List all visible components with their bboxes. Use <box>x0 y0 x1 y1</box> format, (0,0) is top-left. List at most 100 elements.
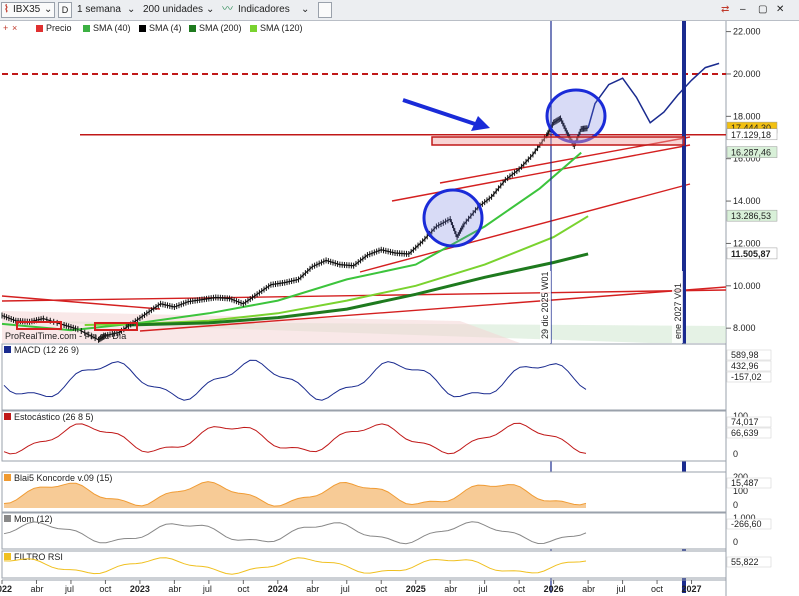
period-selector[interactable]: 1 semana <box>77 4 121 15</box>
legend-label-sma200: SMA (200) <box>199 23 242 33</box>
panel-rsi[interactable]: FILTRO RSI 55,822 <box>1 550 772 579</box>
panel-swatch <box>4 553 11 560</box>
more-options-button[interactable] <box>318 2 332 18</box>
panel-swatch <box>4 413 11 420</box>
y-tick-label: 14.000 <box>733 196 761 206</box>
panel-mom[interactable]: Mom (12) 1.000 0 -266,60 <box>1 512 772 550</box>
legend-swatch-sma200 <box>189 25 196 32</box>
x-tick-label: abr <box>444 584 457 594</box>
chevron-down-icon: ⌄ <box>206 4 215 15</box>
panel-value-box <box>726 477 772 489</box>
panel-swatch <box>4 474 11 481</box>
period-code-button[interactable]: D <box>58 2 72 18</box>
price-axis <box>726 21 799 596</box>
price-chart[interactable]: 22.000 20.000 18.000 16.000 14.000 12.000 10.0… <box>0 21 799 596</box>
panel-value-box <box>726 360 772 372</box>
y-tick-label: 22.000 <box>733 27 761 37</box>
panel-tick: 1.000 <box>733 513 756 523</box>
vline2-label: ene 2027 V01 <box>673 283 683 339</box>
resistance-zone <box>431 136 685 146</box>
legend-label-sma40: SMA (40) <box>93 23 131 33</box>
panel-tick: 0 <box>733 537 738 547</box>
panel-title-rsi: FILTRO RSI <box>14 552 63 562</box>
x-tick-label: oct <box>375 584 388 594</box>
arrow-head-icon <box>471 116 490 131</box>
units-selector[interactable]: 200 unidades <box>143 4 204 15</box>
legend-label-precio: Precio <box>46 23 72 33</box>
indicators-button[interactable]: Indicadores <box>238 4 290 15</box>
panel-value: 74,017 <box>731 417 759 427</box>
panel-line <box>3 521 587 545</box>
panel-line <box>3 557 587 575</box>
panel-tick: 200 <box>733 472 748 482</box>
x-tick-label: 2027 <box>682 584 702 594</box>
x-tick-label: oct <box>513 584 526 594</box>
price-label-box <box>726 128 778 141</box>
y-tick-label: 20.000 <box>733 69 761 79</box>
trend-line <box>391 144 691 202</box>
panel-swatch <box>4 346 11 353</box>
chevron-down-icon: ⌄ <box>301 4 310 15</box>
series-line-1 <box>1 151 582 332</box>
panel-value: -157,02 <box>731 372 762 382</box>
panel-tick: 0 <box>733 500 738 510</box>
panel-value-box <box>726 556 772 568</box>
panel-title-stoch: Estocástico (26 8 5) <box>14 412 94 422</box>
trend-line <box>359 183 691 273</box>
price-label-box <box>726 146 778 158</box>
y-tick-label: 12.000 <box>733 238 761 248</box>
legend-swatch-sma40 <box>83 25 90 32</box>
panel-swatch <box>4 515 11 522</box>
panel-line <box>3 422 587 455</box>
panel-koncorde[interactable]: Blai5 Koncorde v.09 (15) 200 100 0 15,487 <box>1 471 772 513</box>
koncorde-area <box>4 481 586 508</box>
sync-icon[interactable]: ⇄ <box>721 4 730 15</box>
panel-value-box <box>726 371 772 383</box>
x-tick-label: abr <box>582 584 595 594</box>
y-tick-label: 18.000 <box>733 111 761 121</box>
series-line-0 <box>1 117 589 341</box>
remove-icon[interactable]: × <box>12 23 18 33</box>
legend-swatch-precio <box>36 25 43 32</box>
panel-tick: 100 <box>733 486 748 496</box>
x-tick-label: oct <box>237 584 250 594</box>
panel-title-mom: Mom (12) <box>14 514 53 524</box>
trend-line <box>139 286 727 332</box>
x-tick-label: 2023 <box>130 584 150 594</box>
x-tick-label: jul <box>340 584 350 594</box>
indicators-icon: 〰 <box>222 3 233 15</box>
close-icon[interactable]: ✕ <box>776 4 785 15</box>
price-label: 13.286,53 <box>731 211 771 221</box>
series-line-4 <box>587 62 720 129</box>
x-tick-label: jul <box>64 584 74 594</box>
symbol-label: IBX35 <box>13 4 41 15</box>
price-label: 16.287,46 <box>731 148 771 158</box>
symbol-selector[interactable] <box>1 2 55 18</box>
series-line-3 <box>126 252 589 327</box>
y-tick-label: 16.000 <box>733 154 761 164</box>
chart-legend: + × Precio SMA (40) SMA (4) SMA (200) SM… <box>0 21 720 35</box>
panel-value: 15,487 <box>731 478 759 488</box>
panel-value: 432,96 <box>731 361 759 371</box>
panel-value: -266,60 <box>731 519 762 529</box>
restore-icon[interactable]: ▢ <box>758 4 768 15</box>
chevron-down-icon: ⌄ <box>44 4 53 15</box>
panel-value: 66,639 <box>731 428 759 438</box>
price-label-box <box>726 247 778 260</box>
low-box-2022b <box>94 322 138 331</box>
panel-value: 589,98 <box>731 350 759 360</box>
minimize-icon[interactable]: – <box>740 4 746 15</box>
toolbar: ⌇ IBX35 ⌄ D 1 semana ⌄ 200 unidades ⌄ 〰 … <box>0 0 799 21</box>
legend-swatch-sma120 <box>250 25 257 32</box>
add-icon[interactable]: + <box>3 23 9 33</box>
x-tick-label: 2024 <box>268 584 288 594</box>
panel-value-box <box>726 427 772 439</box>
x-tick-label: 2025 <box>406 584 426 594</box>
y-tick-label: 8.000 <box>733 323 756 333</box>
x-tick-label: abr <box>30 584 43 594</box>
vline1-label: 29 dic 2025 W01 <box>540 271 550 339</box>
panel-value: 55,822 <box>731 557 759 567</box>
price-label: 17.129,18 <box>731 130 771 140</box>
